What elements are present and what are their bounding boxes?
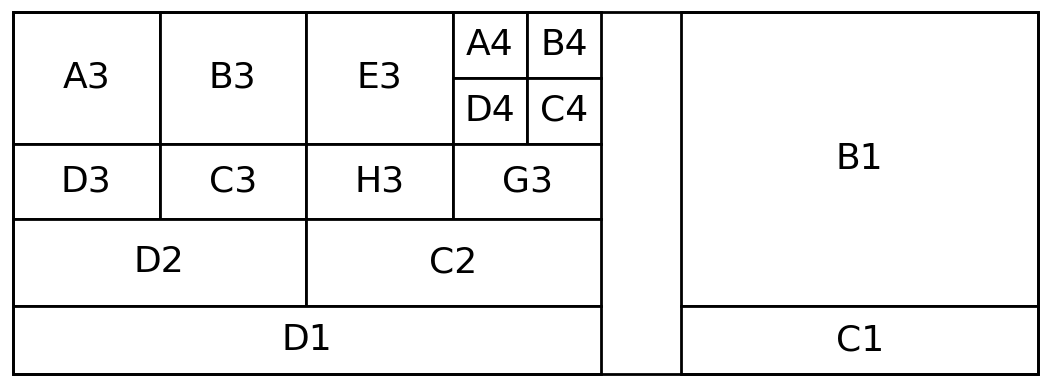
- Text: A3: A3: [62, 61, 110, 95]
- Bar: [13, 144, 160, 219]
- Bar: [160, 144, 306, 219]
- Bar: [681, 12, 1038, 306]
- Bar: [453, 144, 601, 219]
- Bar: [453, 12, 527, 78]
- Bar: [13, 219, 306, 306]
- Text: H3: H3: [354, 164, 405, 198]
- Bar: [306, 144, 453, 219]
- Text: C3: C3: [209, 164, 256, 198]
- Bar: [453, 78, 527, 144]
- Text: E3: E3: [356, 61, 403, 95]
- Text: C4: C4: [540, 93, 588, 128]
- Bar: [160, 12, 306, 144]
- Bar: [306, 219, 601, 306]
- Bar: [527, 12, 601, 78]
- Bar: [13, 12, 160, 144]
- Text: C2: C2: [430, 245, 477, 279]
- Text: B4: B4: [540, 27, 588, 62]
- Text: C1: C1: [836, 323, 884, 357]
- Text: B1: B1: [836, 142, 884, 176]
- Text: G3: G3: [501, 164, 553, 198]
- Bar: [681, 306, 1038, 374]
- Text: B3: B3: [209, 61, 256, 95]
- Bar: [13, 306, 601, 374]
- Text: D2: D2: [133, 245, 185, 279]
- Bar: [527, 78, 601, 144]
- Text: A4: A4: [466, 27, 514, 62]
- Bar: [306, 12, 453, 144]
- Text: D4: D4: [465, 93, 515, 128]
- Text: D3: D3: [61, 164, 111, 198]
- Text: D1: D1: [282, 323, 332, 357]
